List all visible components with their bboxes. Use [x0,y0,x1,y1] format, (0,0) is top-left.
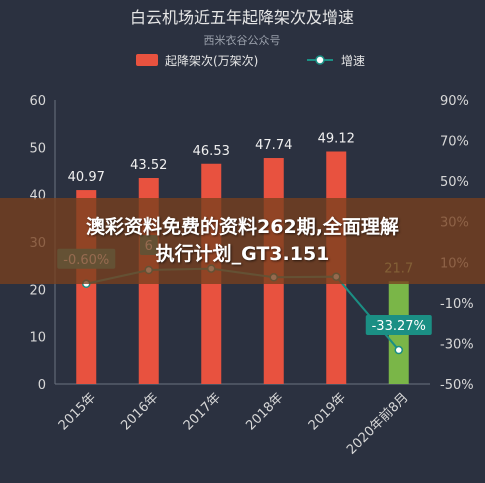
left-tick-label: 0 [38,378,46,393]
bar-value-label: 47.74 [255,138,292,153]
legend: 起降架次(万架次) 增速 [136,54,365,68]
legend-line-label: 增速 [341,54,365,68]
overlay-banner: 澳彩资料免费的资料262期,全面理解 执行计划_GT3.151 [0,198,485,284]
left-tick-label: 10 [29,331,46,346]
bar-value-label: 43.52 [130,158,167,173]
growth-label: -33.27% [372,319,426,334]
x-tick-label: 2016年 [118,390,161,433]
legend-line-marker [315,55,325,65]
legend-bar-label: 起降架次(万架次) [165,54,258,68]
x-tick-label: 2018年 [243,390,286,433]
x-tick-label: 2015年 [56,390,99,433]
right-tick-label: 90% [440,94,469,109]
bar-value-label: 49.12 [318,131,355,146]
right-tick-label: 70% [440,135,469,150]
x-tick-label: 2020年前8月 [343,390,411,458]
bar-value-label: 46.53 [193,144,230,159]
right-tick-label: -10% [440,297,474,312]
legend-bar-swatch [136,54,158,66]
bar-value-label: 40.97 [68,170,105,185]
right-tick-label: -30% [440,337,474,352]
growth-label-box [365,315,432,336]
banner-line-2: 执行计划_GT3.151 [155,243,330,265]
x-tick-label: 2019年 [306,390,349,433]
right-tick-label: 50% [440,175,469,190]
growth-point [394,345,403,355]
x-tick-label: 2017年 [181,390,224,433]
left-tick-label: 20 [29,283,46,298]
banner-line-1: 澳彩资料免费的资料262期,全面理解 [86,216,399,238]
chart-title: 白云机场近五年起降架次及增速 [130,8,354,27]
right-tick-label: -50% [440,378,474,393]
chart-subtitle: 西米衣谷公众号 [204,33,281,47]
left-tick-label: 50 [29,141,46,156]
left-tick-label: 60 [29,94,46,109]
